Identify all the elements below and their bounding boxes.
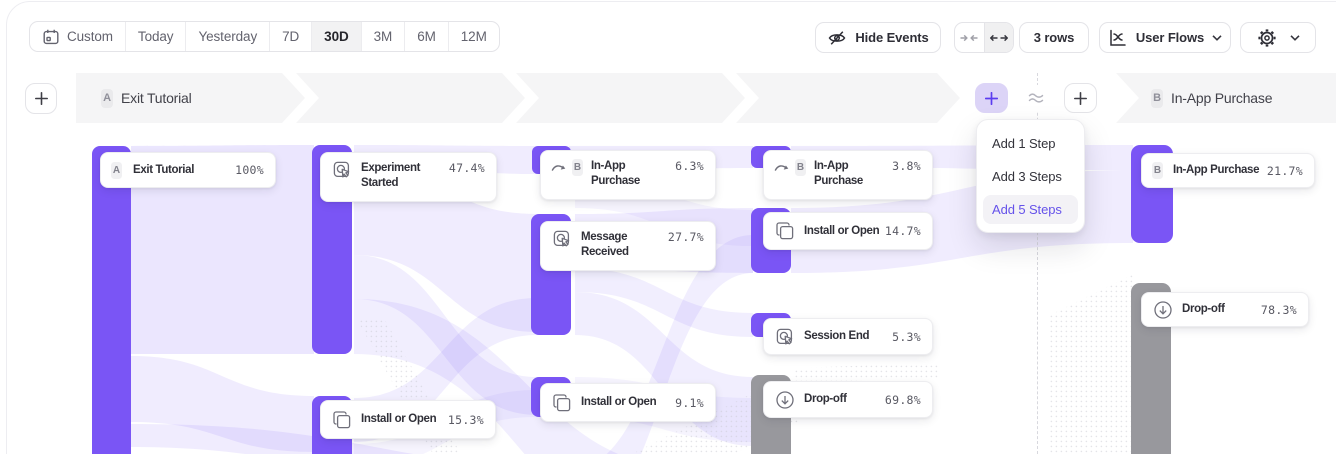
step-a-band-segment-4[interactable] [736, 73, 960, 123]
eye-off-icon [828, 30, 846, 45]
date-range-3m[interactable]: 3M [362, 22, 406, 51]
node-percent: 14.7% [884, 224, 921, 238]
calendar-icon [43, 29, 59, 44]
menu-item-add-1-step[interactable]: Add 1 Step [992, 136, 1056, 151]
step-a-label: Exit Tutorial [121, 90, 192, 106]
node-drop-off-4[interactable]: Drop-off 69.8% [763, 381, 933, 418]
node-percent: 6.3% [675, 159, 704, 173]
step-b-badge: B [795, 159, 806, 176]
indirect-flows-joiner [1024, 85, 1050, 111]
node-label: Drop-off [1182, 303, 1225, 315]
node-label: Experiment Started [361, 162, 421, 189]
node-in-app-purchase-b[interactable]: B In-App Purchase 21.7% [1141, 153, 1315, 188]
add-step-before-destination-button[interactable] [1064, 83, 1097, 113]
node-percent: 69.8% [884, 392, 921, 407]
install-icon [776, 222, 794, 240]
node-percent: 5.3% [892, 329, 921, 344]
step-a-badge: A [111, 161, 122, 179]
node-session-end[interactable]: Session End 5.3% [763, 318, 933, 355]
node-percent: 9.1% [675, 395, 704, 410]
date-range-today[interactable]: Today [126, 22, 187, 51]
date-range-7d[interactable]: 7D [270, 22, 313, 51]
add-step-after-button[interactable] [975, 83, 1008, 113]
node-label: Session End [804, 330, 870, 342]
node-label: Message Received [581, 231, 629, 258]
node-label: In-App Purchase [1173, 164, 1260, 176]
click-event-icon [553, 230, 570, 247]
drop-off-icon [776, 390, 794, 409]
node-percent: 27.7% [667, 230, 704, 244]
approx-icon [1028, 93, 1044, 103]
date-range-6m[interactable]: 6M [405, 22, 449, 51]
node-exit-tutorial[interactable]: A Exit Tutorial 100% [100, 152, 276, 188]
plus-icon [985, 91, 998, 105]
node-drop-off-b[interactable]: Drop-off 78.3% [1141, 292, 1309, 327]
row-width-toggle [954, 22, 1014, 53]
node-label: Install or Open [361, 413, 437, 425]
node-percent: 47.4% [448, 161, 485, 175]
step-b-badge: B [572, 159, 583, 176]
skip-arrow-icon [774, 165, 789, 171]
node-label: Exit Tutorial [133, 163, 195, 176]
node-percent: 100% [235, 163, 264, 177]
node-in-app-purchase-4[interactable]: B In-App Purchase 3.8% [763, 150, 933, 200]
chevron-down-icon [1212, 34, 1222, 41]
step-a-band-segment-3[interactable] [516, 73, 745, 123]
date-range-custom[interactable]: Custom [30, 22, 126, 51]
node-label: Drop-off [804, 393, 847, 405]
node-experiment-started[interactable]: Experiment Started 47.4% [320, 152, 497, 202]
plus-icon [1074, 91, 1087, 105]
collapse-columns-button[interactable] [955, 23, 985, 52]
install-icon [553, 393, 571, 411]
node-in-app-purchase-3[interactable]: B In-App Purchase 6.3% [540, 150, 716, 200]
step-a-band-segment-1[interactable]: A Exit Tutorial [76, 73, 305, 123]
node-percent: 3.8% [892, 159, 921, 173]
click-event-icon [333, 161, 350, 178]
node-percent: 78.3% [1260, 302, 1297, 317]
node-message-received[interactable]: Message Received 27.7% [540, 221, 716, 271]
collapse-arrows-icon [960, 34, 978, 41]
step-a-badge: A [101, 89, 113, 108]
add-first-step-button[interactable] [25, 83, 57, 114]
date-range-control: Custom Today Yesterday 7D 30D 3M 6M 12M [29, 21, 500, 52]
expand-arrows-icon [989, 34, 1008, 41]
date-range-30d[interactable]: 30D [312, 22, 362, 51]
gear-icon [1257, 28, 1276, 47]
add-steps-menu: Add 1 Step Add 3 Steps Add 5 Steps [976, 119, 1085, 233]
plus-icon [34, 92, 48, 105]
step-b-label: In-App Purchase [1171, 90, 1273, 106]
step-b-band-segment[interactable]: B In-App Purchase [1116, 73, 1336, 123]
step-b-badge: B [1152, 162, 1163, 179]
date-range-12m[interactable]: 12M [460, 29, 487, 44]
node-install-or-open-3[interactable]: Install or Open 9.1% [540, 383, 716, 422]
user-flows-icon [1110, 29, 1126, 46]
node-label: In-App Purchase [814, 160, 863, 187]
node-label: In-App Purchase [591, 160, 640, 187]
rows-count-button[interactable]: 3 rows [1019, 22, 1089, 53]
drop-off-icon [1154, 300, 1172, 319]
chevron-down-icon [1289, 34, 1300, 41]
node-label: Install or Open [804, 224, 880, 237]
install-icon [333, 410, 351, 428]
node-install-or-open-2[interactable]: Install or Open 15.3% [320, 400, 496, 439]
step-b-badge: B [1151, 88, 1163, 108]
menu-item-add-3-steps[interactable]: Add 3 Steps [992, 169, 1062, 184]
expand-columns-button[interactable] [984, 23, 1013, 52]
step-a-band-segment-2[interactable] [296, 73, 525, 123]
node-install-or-open-4[interactable]: Install or Open 14.7% [763, 212, 933, 250]
settings-button[interactable] [1240, 22, 1316, 53]
node-percent: 15.3% [447, 412, 484, 427]
band-joiner-separator [1037, 73, 1038, 454]
bar-exit-tutorial[interactable] [92, 146, 131, 454]
date-range-yesterday[interactable]: Yesterday [186, 22, 271, 51]
hide-events-button[interactable]: Hide Events [815, 22, 941, 53]
menu-item-add-5-steps[interactable]: Add 5 Steps [983, 195, 1078, 224]
click-event-icon [776, 328, 793, 345]
node-label: Install or Open [581, 396, 657, 408]
skip-arrow-icon [551, 165, 566, 171]
date-range-label: Custom [67, 29, 113, 44]
view-selector-button[interactable]: User Flows [1099, 22, 1231, 53]
node-percent: 21.7% [1266, 163, 1303, 178]
